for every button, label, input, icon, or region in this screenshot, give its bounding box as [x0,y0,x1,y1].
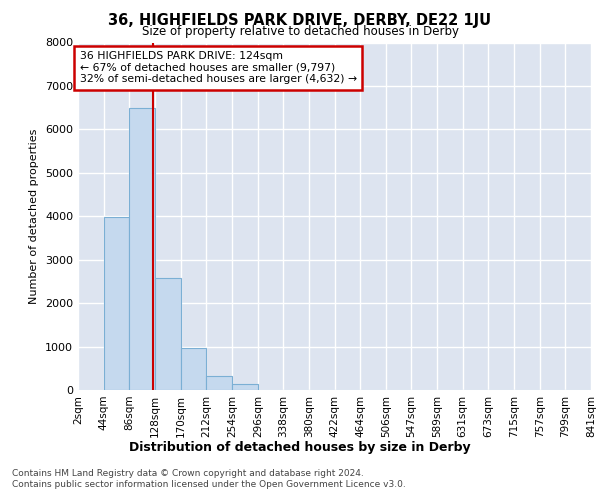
Bar [232,384,258,390]
Bar [155,278,181,390]
Bar [130,108,155,390]
Text: Distribution of detached houses by size in Derby: Distribution of detached houses by size … [129,441,471,454]
Y-axis label: Number of detached properties: Number of detached properties [29,128,40,304]
Text: Size of property relative to detached houses in Derby: Size of property relative to detached ho… [142,25,458,38]
Text: Contains public sector information licensed under the Open Government Licence v3: Contains public sector information licen… [12,480,406,489]
Text: 36 HIGHFIELDS PARK DRIVE: 124sqm
← 67% of detached houses are smaller (9,797)
32: 36 HIGHFIELDS PARK DRIVE: 124sqm ← 67% o… [80,51,357,84]
Bar [104,217,130,390]
Text: Contains HM Land Registry data © Crown copyright and database right 2024.: Contains HM Land Registry data © Crown c… [12,469,364,478]
Bar [206,376,232,390]
Bar [181,348,206,390]
Text: 36, HIGHFIELDS PARK DRIVE, DERBY, DE22 1JU: 36, HIGHFIELDS PARK DRIVE, DERBY, DE22 1… [109,12,491,28]
